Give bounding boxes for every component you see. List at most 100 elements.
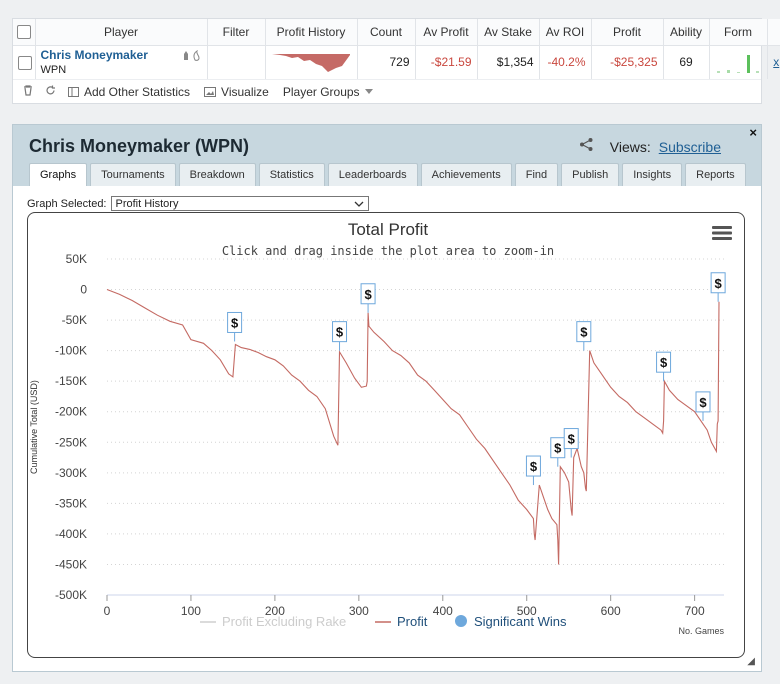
significant-win-label: $ <box>568 432 576 447</box>
chevron-down-icon <box>354 201 363 207</box>
table-toolbar: Add Other Statistics Visualize Player Gr… <box>13 79 761 103</box>
tab-find[interactable]: Find <box>514 163 559 186</box>
columns-icon <box>68 86 79 97</box>
av-stake-cell: $1,354 <box>477 45 540 79</box>
chart-svg[interactable]: Total Profit Click and drag inside the pl… <box>28 213 744 657</box>
graph-selector-label: Graph Selected: <box>27 197 107 210</box>
header-player[interactable]: Player <box>35 19 208 46</box>
header-count[interactable]: Count <box>357 19 416 46</box>
significant-win-marker <box>710 272 726 294</box>
tab-statistics[interactable]: Statistics <box>258 163 325 186</box>
tab-breakdown[interactable]: Breakdown <box>178 163 256 186</box>
legend-marker-significant-wins <box>455 615 467 627</box>
x-tick-label: 300 <box>349 604 369 618</box>
player-stats-table: Player Filter Profit History Count Av Pr… <box>12 18 780 104</box>
significant-win-marker <box>227 311 243 333</box>
header-profit[interactable]: Profit <box>591 19 664 46</box>
graph-select-value: Profit History <box>115 197 179 210</box>
y-tick-label: -500K <box>55 588 87 602</box>
tab-leaderboards[interactable]: Leaderboards <box>327 163 418 186</box>
add-statistics-button[interactable]: Add Other Statistics <box>68 85 190 99</box>
y-tick-label: -350K <box>55 496 87 510</box>
header-form[interactable]: Form <box>709 19 768 46</box>
refresh-icon[interactable] <box>45 85 56 99</box>
significant-win-label: $ <box>699 395 707 410</box>
significant-win-marker <box>576 321 592 343</box>
significant-win-label: $ <box>530 459 538 474</box>
y-tick-label: -300K <box>55 466 87 480</box>
av-roi-cell: -40.2% <box>539 45 592 79</box>
y-tick-label: -100K <box>55 344 87 358</box>
profit-cell: -$25,325 <box>591 45 664 79</box>
header-av-stake[interactable]: Av Stake <box>477 19 540 46</box>
profit-history-sparkline[interactable] <box>265 45 358 79</box>
y-tick-label: -150K <box>55 374 87 388</box>
add-statistics-label: Add Other Statistics <box>84 84 191 99</box>
player-name-link[interactable]: Chris Moneymaker <box>40 48 148 63</box>
select-all-checkbox[interactable] <box>13 19 36 46</box>
resize-handle-icon[interactable]: ◢ <box>747 656 755 667</box>
player-cell: Chris Moneymaker WPN <box>35 45 208 79</box>
views-label: Views: <box>609 138 651 155</box>
x-tick-label: 700 <box>685 604 705 618</box>
chart-menu-icon[interactable] <box>712 225 732 241</box>
x-tick-label: 0 <box>104 604 111 618</box>
legend-significant-wins: Significant Wins <box>474 614 567 629</box>
header-filter[interactable]: Filter <box>207 19 266 46</box>
chart-title: Total Profit <box>348 220 429 239</box>
panel-title: Chris Moneymaker (WPN) <box>29 136 250 156</box>
views-bar: Views: Subscribe <box>579 137 721 156</box>
row-checkbox[interactable] <box>13 45 36 79</box>
tab-publish[interactable]: Publish <box>561 163 620 186</box>
header-av-roi[interactable]: Av ROI <box>539 19 592 46</box>
significant-win-marker <box>332 321 348 343</box>
filter-cell[interactable] <box>207 45 266 79</box>
panel-tabs: Graphs Tournaments Breakdown Statistics … <box>29 163 746 186</box>
tab-graphs[interactable]: Graphs <box>29 163 88 186</box>
significant-win-label: $ <box>715 276 723 291</box>
remove-player-link[interactable]: x <box>773 55 780 70</box>
x-tick-label: 200 <box>265 604 285 618</box>
y-axis-label: Cumulative Total (USD) <box>29 380 39 474</box>
significant-win-label: $ <box>554 441 562 456</box>
y-tick-label: -50K <box>62 313 87 327</box>
significant-win-marker <box>656 351 672 373</box>
legend-profit: Profit <box>397 614 428 629</box>
significant-win-label: $ <box>231 315 239 330</box>
y-tick-label: -200K <box>55 405 87 419</box>
player-groups-dropdown[interactable]: Player Groups <box>283 85 373 99</box>
tab-achievements[interactable]: Achievements <box>420 163 512 186</box>
profit-chart[interactable]: Total Profit Click and drag inside the pl… <box>27 212 745 658</box>
form-bars <box>709 45 768 79</box>
player-tools-icons[interactable] <box>181 49 203 65</box>
significant-win-label: $ <box>364 287 372 302</box>
x-tick-label: 500 <box>517 604 537 618</box>
x-axis-label: No. Games <box>678 626 724 636</box>
y-tick-label: 0 <box>80 283 87 297</box>
tab-reports[interactable]: Reports <box>685 163 746 186</box>
header-av-profit[interactable]: Av Profit <box>415 19 478 46</box>
significant-win-marker <box>563 428 579 450</box>
trash-icon[interactable] <box>23 84 33 99</box>
visualize-button[interactable]: Visualize <box>204 85 269 99</box>
header-ability[interactable]: Ability <box>663 19 710 46</box>
panel-body: Graph Selected: Profit History Total Pro… <box>13 186 761 671</box>
subscribe-link[interactable]: Subscribe <box>658 138 721 155</box>
close-panel-icon[interactable]: × <box>749 125 757 140</box>
alert-icon[interactable] <box>181 49 203 62</box>
significant-win-label: $ <box>580 325 588 340</box>
tab-insights[interactable]: Insights <box>622 163 683 186</box>
header-profit-history[interactable]: Profit History <box>265 19 358 46</box>
share-icon[interactable] <box>579 137 594 156</box>
player-site: WPN <box>40 64 67 77</box>
significant-win-label: $ <box>660 355 668 370</box>
tab-tournaments[interactable]: Tournaments <box>90 163 176 186</box>
graph-selector: Graph Selected: Profit History <box>27 196 369 211</box>
graph-select-dropdown[interactable]: Profit History <box>110 196 369 211</box>
chevron-down-icon <box>364 89 373 94</box>
y-tick-label: -450K <box>55 557 87 571</box>
header-spacer <box>767 19 780 46</box>
table-row: Chris Moneymaker WPN 729 <box>13 45 780 79</box>
image-icon <box>204 86 217 97</box>
visualize-label: Visualize <box>221 84 269 99</box>
